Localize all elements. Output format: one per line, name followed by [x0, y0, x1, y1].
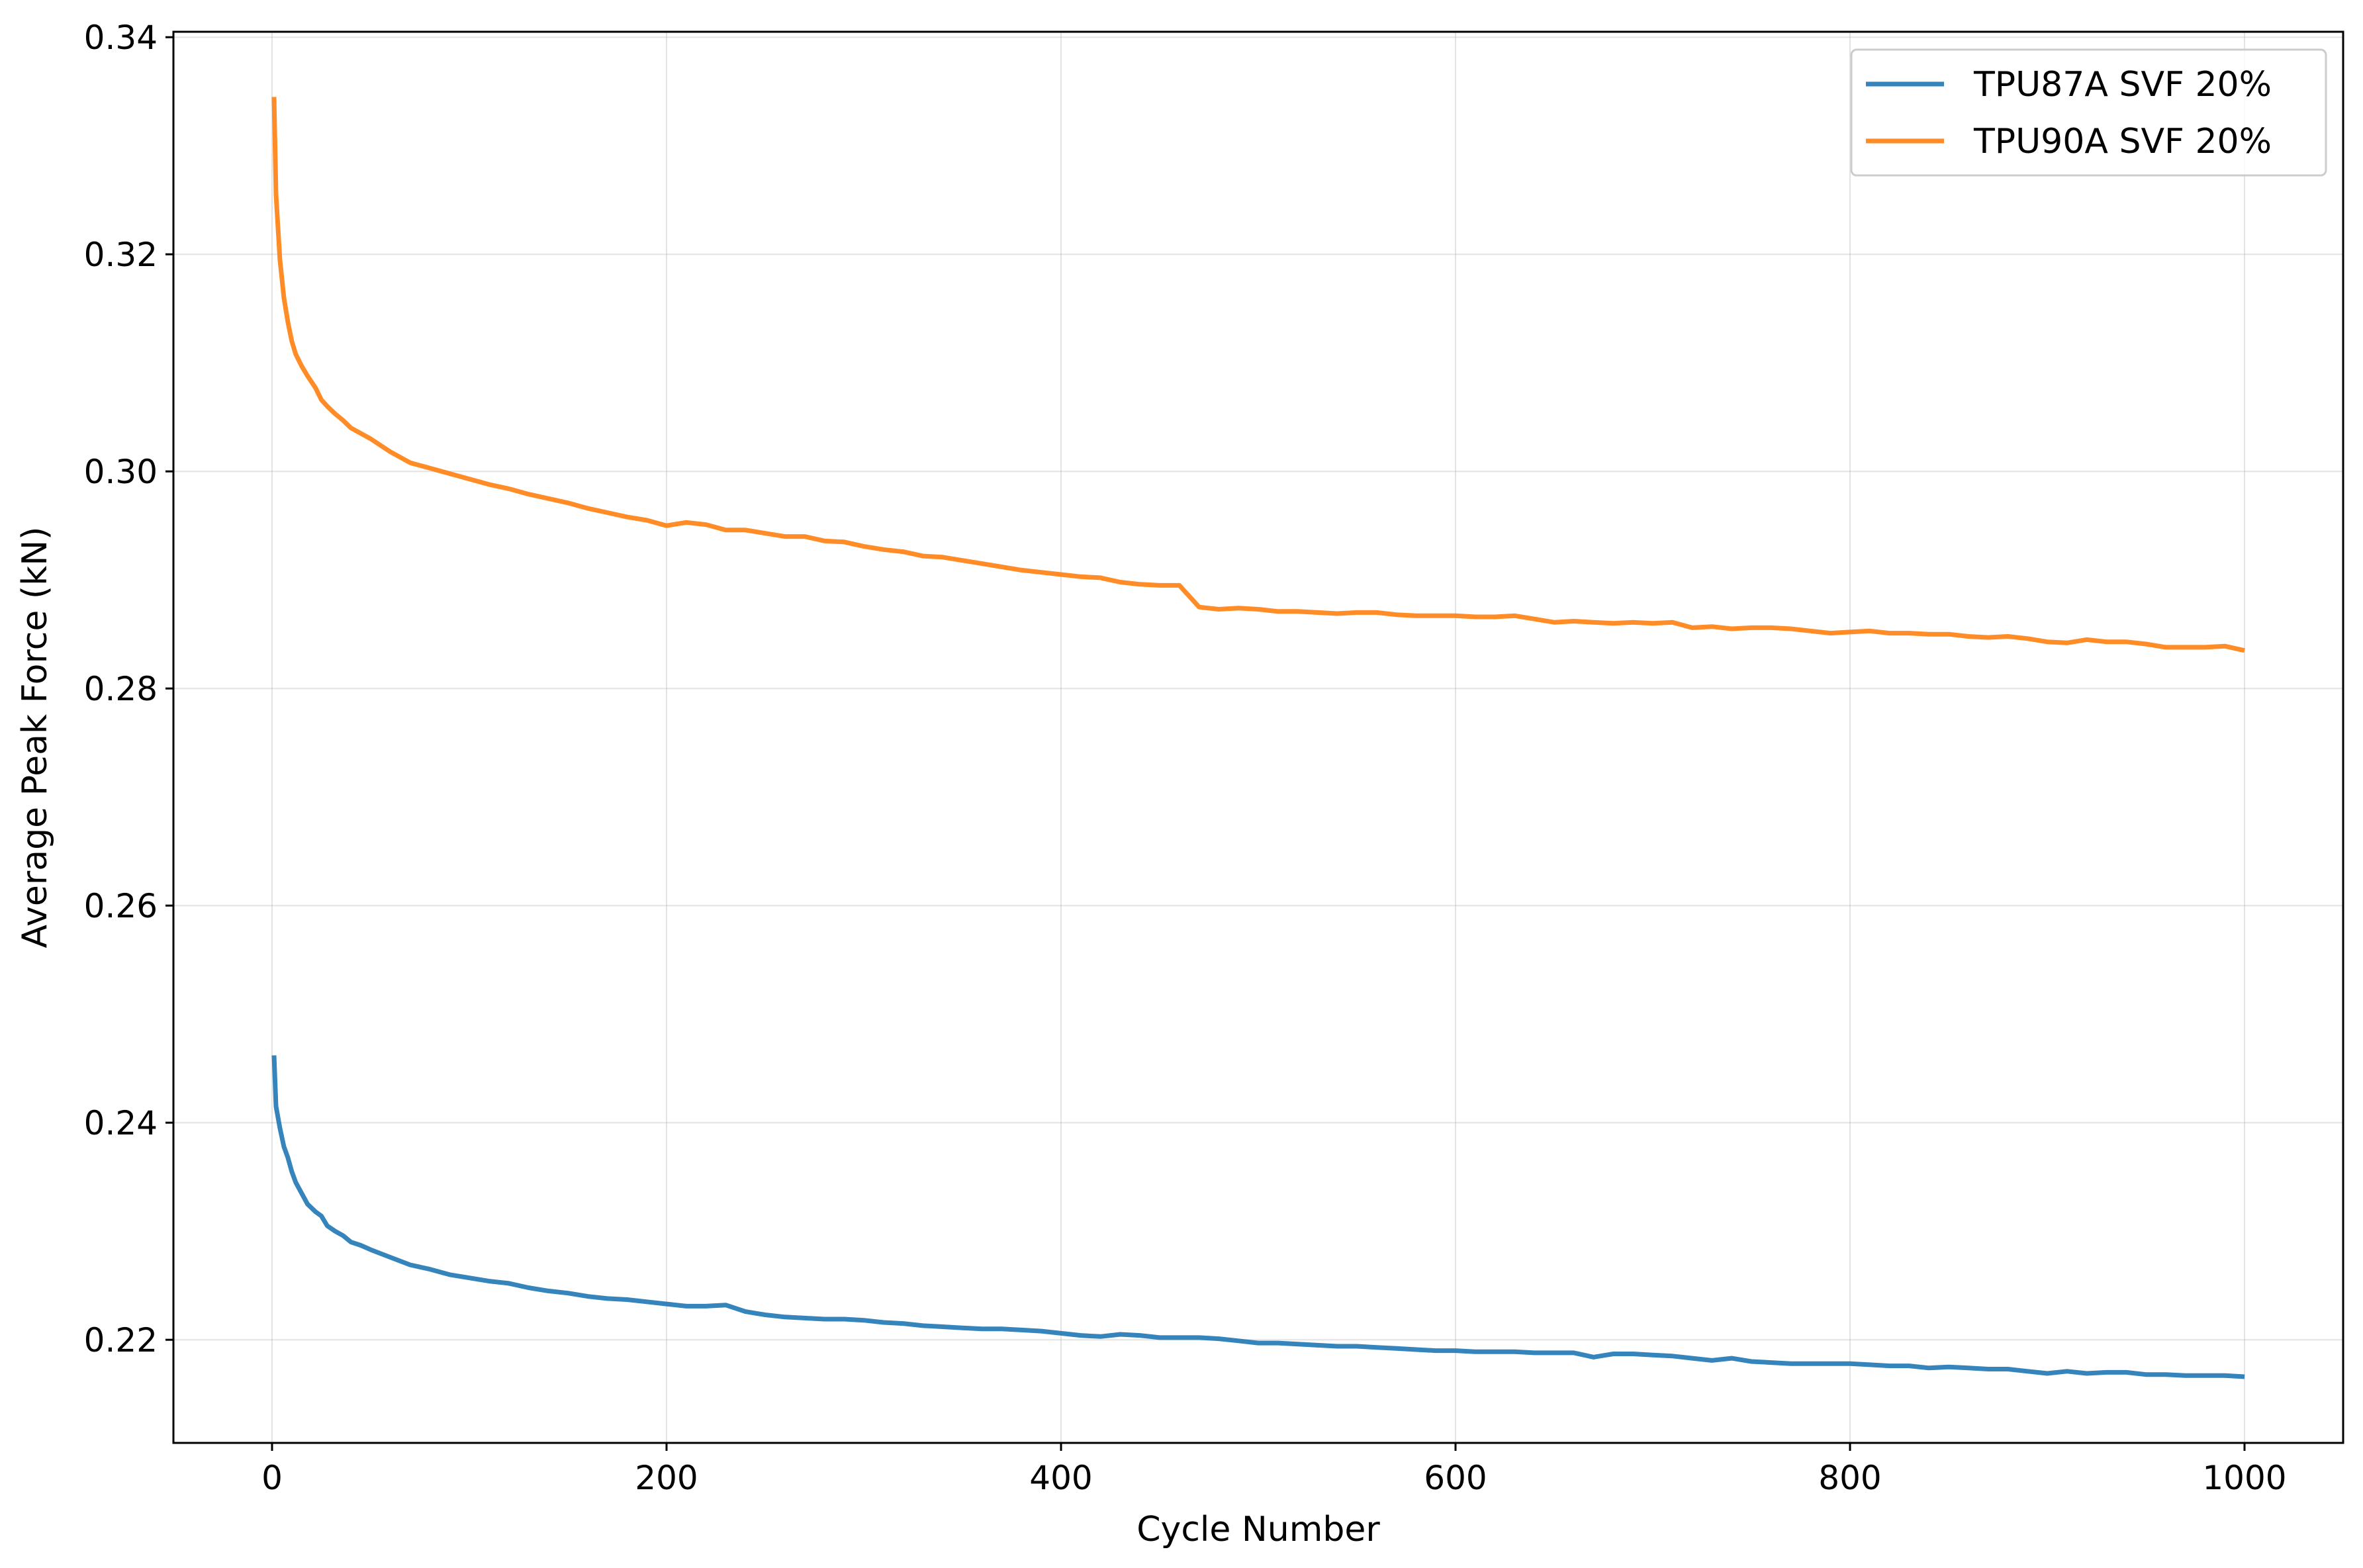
legend-label: TPU87A SVF 20% — [1973, 65, 2272, 105]
y-tick-label: 0.26 — [84, 887, 158, 925]
y-tick-label: 0.24 — [84, 1104, 158, 1142]
legend-box — [1850, 48, 2327, 177]
grid-lines — [173, 32, 2343, 1443]
series-line-2 — [271, 97, 2245, 653]
x-tick-label: 1000 — [2202, 1459, 2286, 1497]
y-tick-label: 0.34 — [84, 19, 158, 57]
y-tick-label: 0.28 — [84, 670, 158, 708]
x-tick-label: 200 — [635, 1459, 698, 1497]
x-tick-label: 400 — [1029, 1459, 1092, 1497]
series-layer — [271, 97, 2245, 1379]
plot-frame — [172, 30, 2344, 1444]
x-tick-label: 800 — [1818, 1459, 1881, 1497]
y-axis-label: Average Peak Force (kN) — [15, 527, 55, 948]
y-tick-label: 0.32 — [84, 236, 158, 274]
x-tick-label: 600 — [1424, 1459, 1487, 1497]
y-axis-ticks: 0.22 0.24 0.26 0.28 0.30 0.32 0.34 — [84, 19, 173, 1360]
legend-label: TPU90A SVF 20% — [1973, 122, 2272, 161]
x-axis-ticks: 0 200 400 600 800 1000 — [261, 1443, 2287, 1497]
y-tick-label: 0.30 — [84, 453, 158, 491]
x-tick-label: 0 — [261, 1459, 283, 1497]
series-line-1 — [271, 1055, 2245, 1379]
legend: TPU87A SVF 20% TPU90A SVF 20% — [1850, 48, 2327, 177]
y-tick-label: 0.22 — [84, 1321, 158, 1360]
x-axis-label: Cycle Number — [1136, 1510, 1380, 1549]
